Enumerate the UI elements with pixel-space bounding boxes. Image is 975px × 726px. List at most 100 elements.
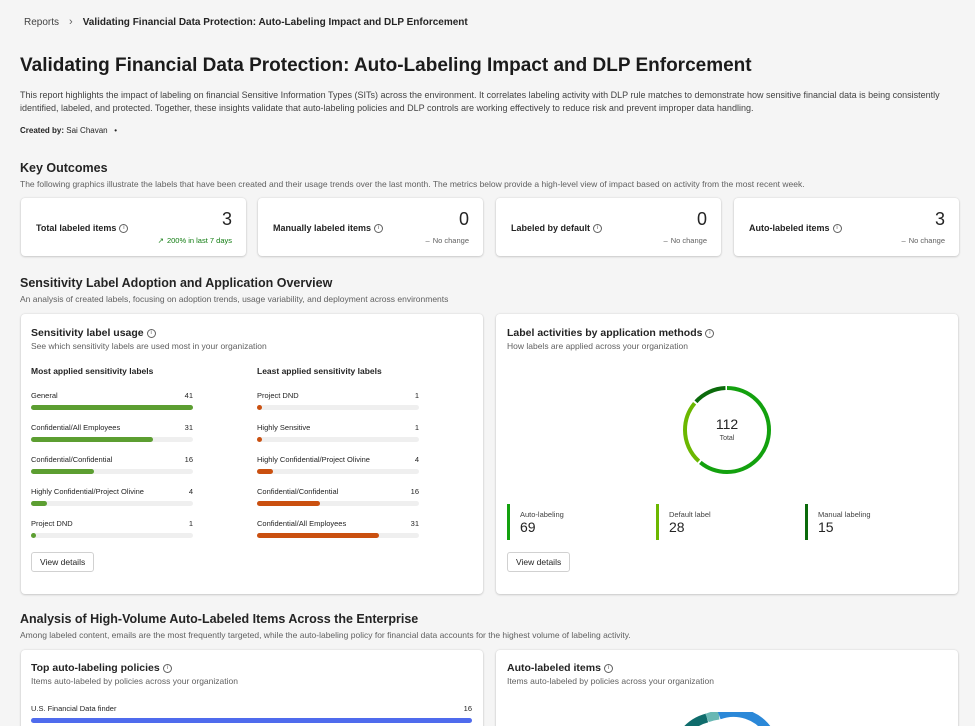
method-label: Manual labeling [818, 510, 871, 519]
method-label: Default label [669, 510, 711, 519]
bar-value: 1 [414, 423, 419, 432]
info-icon[interactable]: i [374, 223, 384, 233]
bar-label: U.S. Financial Data finder [31, 704, 117, 713]
bar-value: 16 [184, 455, 193, 464]
bar-label: Project DND [31, 519, 73, 528]
label-usage-title: Sensitivity label usage i [31, 327, 156, 339]
creator-name: Sai Chavan [66, 126, 108, 135]
report-description: This report highlights the impact of lab… [20, 90, 940, 113]
bar-fill [31, 405, 193, 410]
method-stat: Auto-labeling 69 [507, 504, 637, 540]
kpi-label: Labeled by default i [511, 223, 603, 233]
bar-fill [31, 501, 47, 506]
donut-segment[interactable] [683, 386, 771, 474]
bar-label: Highly Confidential/Project Olivine [31, 487, 144, 496]
bar-label: Highly Sensitive [257, 423, 311, 432]
bar-track [257, 469, 419, 474]
auto-analysis-subtitle: Among labeled content, emails are the mo… [20, 630, 631, 640]
bar-value: 1 [188, 519, 193, 528]
bar-value: 41 [184, 391, 193, 400]
bar-fill [257, 469, 273, 474]
bar-fill [257, 501, 321, 506]
kpi-value: 3 [934, 209, 945, 229]
label-methods-card: Label activities by application methods … [496, 314, 958, 594]
info-icon[interactable]: i [603, 663, 613, 673]
kpi-card: Labeled by default i 0 – No change [496, 198, 721, 256]
dash-icon: – [663, 236, 668, 245]
info-icon[interactable]: i [162, 663, 172, 673]
bar-fill [257, 405, 262, 410]
info-icon[interactable]: i [705, 328, 715, 338]
bar-label: Confidential/All Employees [31, 423, 121, 432]
kpi-delta-text: No change [432, 236, 469, 245]
auto-items-donut [684, 712, 771, 726]
page-title: Validating Financial Data Protection: Au… [20, 55, 752, 76]
view-details-button[interactable]: View details [507, 552, 571, 572]
key-outcomes-title: Key Outcomes [20, 161, 108, 175]
auto-analysis-title: Analysis of High-Volume Auto-Labeled Ite… [20, 612, 419, 626]
top-policies-title: Top auto-labeling policies i [31, 662, 172, 674]
method-value: 28 [669, 519, 685, 535]
breadcrumb: Reports › Validating Financial Data Prot… [24, 16, 468, 28]
donut-total: 112 [716, 416, 739, 432]
kpi-label-text: Total labeled items [36, 223, 117, 233]
kpi-card: Auto-labeled items i 3 – No change [734, 198, 959, 256]
kpi-value: 0 [458, 209, 469, 229]
kpi-delta-text: No change [908, 236, 945, 245]
key-outcomes-subtitle: The following graphics illustrate the la… [20, 179, 805, 189]
adoption-subtitle: An analysis of created labels, focusing … [20, 294, 449, 304]
bar-label: Confidential/Confidential [31, 455, 113, 464]
kpi-delta: – No change [902, 236, 945, 245]
bar-fill [257, 437, 262, 442]
breadcrumb-reports-link[interactable]: Reports [24, 16, 60, 28]
donut-segment [705, 712, 720, 723]
kpi-card: Manually labeled items i 0 – No change [258, 198, 483, 256]
method-value: 15 [818, 519, 834, 535]
bar-track [31, 533, 193, 538]
bar-fill [31, 437, 154, 442]
view-details-button[interactable]: View details [31, 552, 95, 572]
bar-track [31, 501, 193, 506]
kpi-label: Total labeled items i [36, 223, 129, 233]
donut-segment[interactable] [683, 386, 771, 474]
donut-segment [717, 712, 771, 726]
bar-value: 16 [410, 487, 419, 496]
least-applied-title: Least applied sensitivity labels [257, 366, 382, 376]
bar-track [257, 405, 419, 410]
bar-value: 31 [410, 519, 419, 528]
label-methods-title: Label activities by application methods … [507, 327, 715, 339]
kpi-label-text: Labeled by default [511, 223, 591, 233]
bar-fill [31, 533, 36, 538]
chevron-right-icon: › [69, 16, 73, 28]
method-value: 69 [520, 519, 536, 535]
auto-items-subtitle: Items auto-labeled by policies across yo… [507, 676, 714, 686]
donut-segment [684, 713, 709, 726]
kpi-delta: – No change [426, 236, 469, 245]
top-policies-subtitle: Items auto-labeled by policies across yo… [31, 676, 238, 686]
kpi-label: Auto-labeled items i [749, 223, 842, 233]
info-icon[interactable]: i [119, 223, 129, 233]
bar-value: 1 [414, 391, 419, 400]
kpi-card: Total labeled items i 3 ↗ 200% in last 7 day… [21, 198, 246, 256]
info-icon[interactable]: i [593, 223, 603, 233]
bar-track [257, 501, 419, 506]
trend-up-icon: ↗ [157, 236, 164, 245]
kpi-delta: – No change [664, 236, 707, 245]
bullet-icon: • [109, 126, 118, 135]
top-policies-card: Top auto-labeling policies i Items auto-… [21, 650, 483, 726]
most-applied-title: Most applied sensitivity labels [31, 366, 154, 376]
auto-items-card: Auto-labeled items i Items auto-labeled … [496, 650, 958, 726]
info-icon[interactable]: i [832, 223, 842, 233]
auto-items-title: Auto-labeled items i [507, 662, 613, 674]
label-usage-card: Sensitivity label usage i See which sens… [21, 314, 483, 594]
bar-track [257, 437, 419, 442]
methods-donut: 112 Total [683, 386, 771, 474]
kpi-delta: ↗ 200% in last 7 days [158, 236, 232, 245]
bar-label: General [31, 391, 58, 400]
bar-value: 16 [463, 704, 472, 713]
auto-items-title-text: Auto-labeled items [507, 662, 601, 674]
info-icon[interactable]: i [146, 328, 156, 338]
label-usage-title-text: Sensitivity label usage [31, 327, 144, 339]
bar-value: 4 [188, 487, 193, 496]
kpi-delta-text: 200% in last 7 days [166, 236, 232, 245]
